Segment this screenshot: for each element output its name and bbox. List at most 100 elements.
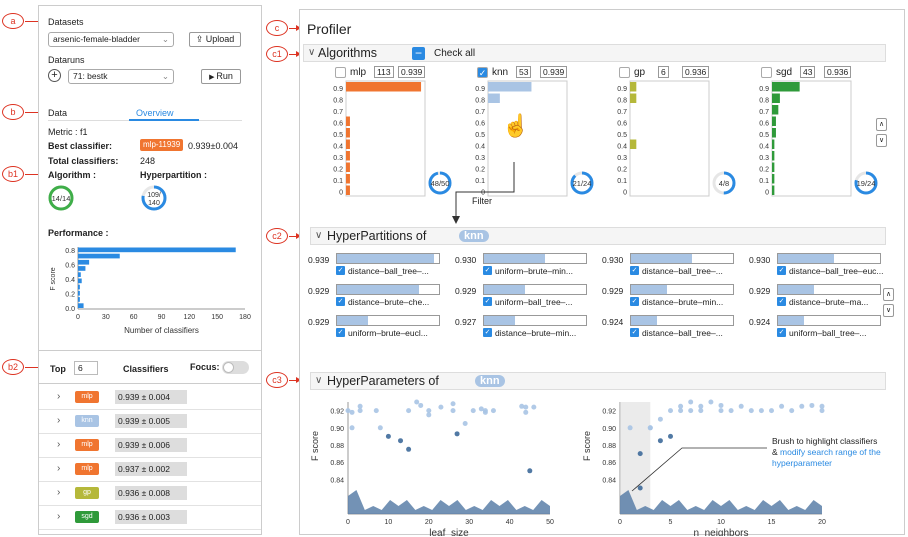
datarun-select[interactable]: 71: bestk ⌄ xyxy=(68,69,174,84)
data-point[interactable] xyxy=(678,408,684,414)
chevron-right-icon[interactable]: › xyxy=(57,463,61,474)
data-point[interactable] xyxy=(819,408,825,414)
hyperpartition-item[interactable]: 0.929 ✓ distance–brute–che... xyxy=(308,283,453,311)
collapse-chevron-icon[interactable]: ∨ xyxy=(315,230,323,241)
data-point[interactable] xyxy=(708,399,714,405)
classifier-row[interactable]: › mlp 0.939 ± 0.004 xyxy=(39,386,261,410)
collapse-chevron-icon[interactable]: ∨ xyxy=(308,47,316,58)
data-point[interactable] xyxy=(799,403,805,409)
data-point[interactable] xyxy=(426,412,432,418)
add-datarun-icon[interactable]: + xyxy=(48,69,61,82)
data-point[interactable] xyxy=(450,401,456,407)
leaf-size-plot[interactable]: 0.92 0.90 0.88 0.86 0.84 0 10 20 30 40 50 F score le… xyxy=(300,394,570,536)
classifier-row[interactable]: › mlp 0.939 ± 0.006 xyxy=(39,434,261,458)
data-point[interactable] xyxy=(426,408,432,414)
data-point[interactable] xyxy=(698,403,704,409)
data-point[interactable] xyxy=(758,408,764,414)
hyperpartition-item[interactable]: 0.930 ✓ distance–ball_tree–... xyxy=(602,252,747,280)
data-point[interactable] xyxy=(647,425,653,431)
data-point[interactable] xyxy=(523,409,529,415)
data-point[interactable] xyxy=(769,408,774,414)
data-point[interactable] xyxy=(637,485,643,491)
classifier-row[interactable]: › gp 0.936 ± 0.008 xyxy=(39,482,261,506)
data-point[interactable] xyxy=(668,433,673,439)
hyperpartition-item[interactable]: 0.930 ✓ distance–ball_tree–euc... xyxy=(749,252,894,280)
data-point[interactable] xyxy=(809,402,815,408)
scroll-down-button[interactable]: ∨ xyxy=(876,134,887,147)
check-all-checkbox[interactable]: − xyxy=(412,47,425,60)
algorithm-histogram[interactable]: 0.9 0.8 0.7 0.6 0.5 0.4 0.3 0.2 0.1 0 21/24 xyxy=(472,79,612,205)
data-point[interactable] xyxy=(657,416,663,422)
data-point[interactable] xyxy=(718,408,724,414)
data-point[interactable] xyxy=(406,446,412,452)
data-point[interactable] xyxy=(478,406,484,412)
hyperpartition-checkbox[interactable]: ✓ xyxy=(336,297,345,306)
algorithm-histogram[interactable]: 0.9 0.8 0.7 0.6 0.5 0.4 0.3 0.2 0.1 0 48/50 xyxy=(330,79,470,205)
hyperpartition-checkbox[interactable]: ✓ xyxy=(777,266,786,275)
hyperpartition-checkbox[interactable]: ✓ xyxy=(630,297,639,306)
algorithm-checkbox-knn[interactable]: ✓ xyxy=(477,67,488,78)
data-point[interactable] xyxy=(748,408,754,414)
classifier-row[interactable]: › sgd 0.936 ± 0.003 xyxy=(39,506,261,530)
hyperpartition-item[interactable]: 0.924 ✓ uniform–ball_tree–... xyxy=(749,314,894,342)
classifier-row[interactable]: › knn 0.939 ± 0.005 xyxy=(39,410,261,434)
hyperpartition-item[interactable]: 0.924 ✓ distance–ball_tree–... xyxy=(602,314,747,342)
data-point[interactable] xyxy=(482,409,488,415)
n-neighbors-plot[interactable]: 0.92 0.90 0.88 0.86 0.84 0 5 10 15 20 F score n_nei… xyxy=(572,394,842,536)
data-point[interactable] xyxy=(418,402,424,408)
algorithm-checkbox-sgd[interactable] xyxy=(761,67,772,78)
dataset-select[interactable]: arsenic-female-bladder ⌄ xyxy=(48,32,174,47)
data-point[interactable] xyxy=(450,408,456,414)
data-point[interactable] xyxy=(627,425,633,431)
chevron-right-icon[interactable]: › xyxy=(57,391,61,402)
algorithm-histogram[interactable]: 0.9 0.8 0.7 0.6 0.5 0.4 0.3 0.2 0.1 0 4/8 xyxy=(614,79,754,205)
scroll-up-button[interactable]: ∧ xyxy=(876,118,887,131)
hyperpartition-item[interactable]: 0.927 ✓ distance–brute–min... xyxy=(455,314,600,342)
data-point[interactable] xyxy=(668,408,673,414)
hyperpartition-checkbox[interactable]: ✓ xyxy=(483,297,492,306)
hyperpartition-item[interactable]: 0.929 ✓ distance–brute–min... xyxy=(602,283,747,311)
data-point[interactable] xyxy=(657,438,663,444)
data-point[interactable] xyxy=(637,451,643,457)
data-point[interactable] xyxy=(728,408,734,414)
tab-overview[interactable]: Overview xyxy=(136,108,174,118)
data-point[interactable] xyxy=(349,409,355,415)
hyperpartition-item[interactable]: 0.939 ✓ distance–ball_tree–... xyxy=(308,252,453,280)
data-point[interactable] xyxy=(377,425,383,431)
data-point[interactable] xyxy=(678,403,684,409)
data-point[interactable] xyxy=(779,403,785,409)
chevron-right-icon[interactable]: › xyxy=(57,487,61,498)
collapse-chevron-icon[interactable]: ∨ xyxy=(315,375,323,386)
run-button[interactable]: ▶ Run xyxy=(201,69,241,84)
data-point[interactable] xyxy=(688,408,694,414)
hyperpartition-item[interactable]: 0.929 ✓ uniform–brute–eucl... xyxy=(308,314,453,342)
data-point[interactable] xyxy=(531,404,537,410)
tab-data[interactable]: Data xyxy=(48,108,68,118)
hp-scroll-up-button[interactable]: ∧ xyxy=(883,288,894,301)
data-point[interactable] xyxy=(357,408,363,414)
hyperpartition-item[interactable]: 0.930 ✓ uniform–brute–min... xyxy=(455,252,600,280)
hyperpartition-checkbox[interactable]: ✓ xyxy=(630,328,639,337)
data-point[interactable] xyxy=(519,403,525,409)
focus-toggle[interactable] xyxy=(222,361,249,374)
hyperpartition-checkbox[interactable]: ✓ xyxy=(777,297,786,306)
hyperpartition-checkbox[interactable]: ✓ xyxy=(630,266,639,275)
upload-button[interactable]: ⇪ Upload xyxy=(189,32,241,47)
data-point[interactable] xyxy=(438,404,444,410)
algorithm-checkbox-gp[interactable] xyxy=(619,67,630,78)
data-point[interactable] xyxy=(688,399,694,405)
data-point[interactable] xyxy=(462,421,468,426)
data-point[interactable] xyxy=(398,438,404,444)
data-point[interactable] xyxy=(357,403,363,409)
hyperpartition-checkbox[interactable]: ✓ xyxy=(483,266,492,275)
classifier-row[interactable]: › mlp 0.937 ± 0.002 xyxy=(39,458,261,482)
data-point[interactable] xyxy=(414,399,420,405)
data-point[interactable] xyxy=(789,408,795,414)
data-point[interactable] xyxy=(819,403,825,409)
data-point[interactable] xyxy=(718,402,724,408)
hyperpartition-checkbox[interactable]: ✓ xyxy=(336,328,345,337)
chevron-right-icon[interactable]: › xyxy=(57,439,61,450)
data-point[interactable] xyxy=(406,408,412,414)
data-point[interactable] xyxy=(527,468,533,474)
data-point[interactable] xyxy=(490,408,496,414)
